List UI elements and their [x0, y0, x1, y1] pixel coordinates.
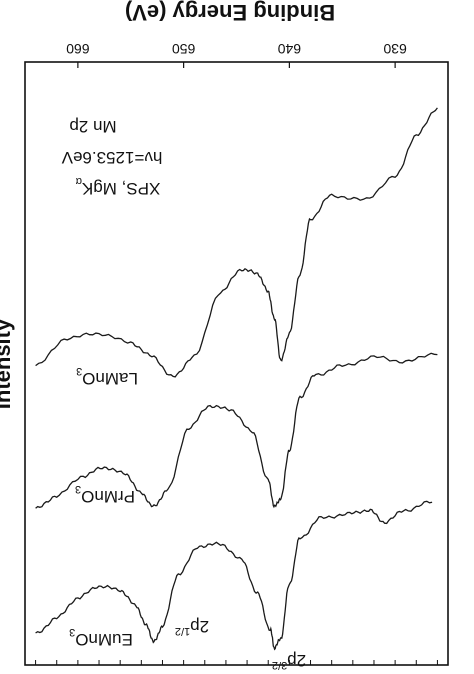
- peak-label-2p-3-2: 2p3/2: [272, 651, 306, 671]
- peak-label-2p-3-2-sup: 3/2: [272, 659, 287, 671]
- x-tick-label: 640: [277, 41, 301, 57]
- annotation-line-3: XPS, MgKα: [75, 175, 160, 198]
- x-axis-ticks: 660 650 640 630: [35, 41, 438, 665]
- peak-label-2p-1-2-main: 2p: [190, 617, 209, 636]
- x-tick-label: 660: [66, 41, 90, 57]
- y-axis-title: Intensity: [0, 318, 15, 409]
- annotation-line-3-sub: α: [75, 175, 82, 187]
- series-label-lamno3-main: LaMnO: [82, 369, 138, 388]
- series-label-prmno3-sub: 3: [75, 483, 81, 495]
- annotation-line-2: hν=1253.6eV: [61, 148, 162, 167]
- series-label-lamno3: LaMnO3: [76, 365, 138, 388]
- peak-label-2p-3-2-main: 2p: [287, 651, 306, 670]
- x-tick-label: 650: [172, 41, 196, 57]
- series-lines: [35, 107, 438, 651]
- series-line-prmno3: [35, 352, 438, 509]
- peak-label-2p-1-2: 2p1/2: [175, 617, 209, 637]
- x-axis-title: Binding Energy (eV): [125, 0, 335, 25]
- series-label-lamno3-sub: 3: [76, 365, 82, 377]
- peak-label-2p-1-2-sup: 1/2: [175, 625, 190, 637]
- series-line-eumno3: [35, 500, 433, 651]
- series-label-prmno3-main: PrMnO: [81, 487, 135, 506]
- annotation-line-1: Mn 2p: [69, 117, 116, 136]
- series-label-prmno3: PrMnO3: [75, 483, 135, 506]
- series-label-eumno3-sub: 3: [69, 626, 75, 638]
- series-label-eumno3-main: EuMnO: [75, 630, 133, 649]
- x-tick-label: 630: [383, 41, 407, 57]
- plot-frame: [24, 61, 449, 666]
- series-label-eumno3: EuMnO3: [69, 626, 133, 649]
- annotation-line-3-main: XPS, MgK: [81, 179, 160, 198]
- series-line-lamno3: [35, 107, 438, 378]
